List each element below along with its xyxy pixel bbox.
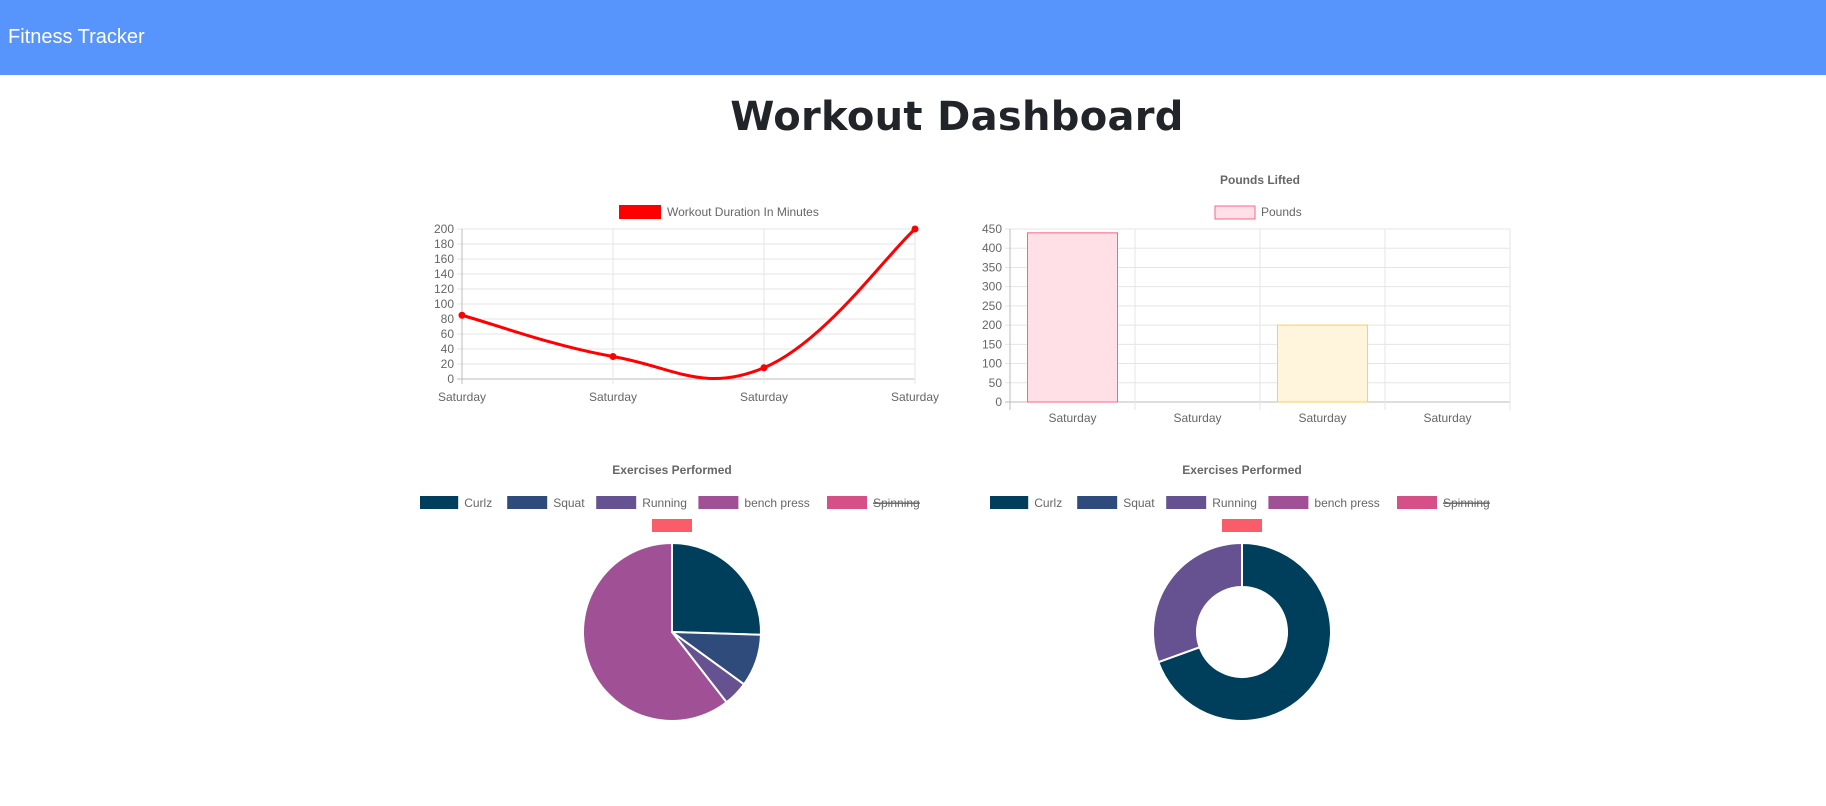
slice[interactable] — [1152, 541, 1243, 664]
data-point[interactable] — [609, 353, 617, 360]
legend-swatch[interactable] — [1077, 496, 1118, 509]
y-tick-label: 100 — [982, 357, 1002, 371]
y-tick-label: 200 — [982, 318, 1002, 332]
y-tick-label: 100 — [434, 297, 454, 311]
x-tick-label: Saturday — [1298, 411, 1346, 425]
legend-swatch[interactable] — [1166, 496, 1207, 509]
y-tick-label: 400 — [982, 241, 1002, 255]
exercises-doughnut-chart[interactable]: Exercises Performed Curlz Squat Running benc… — [990, 458, 1490, 728]
slice[interactable] — [1156, 541, 1332, 722]
navbar: Fitness Tracker — [0, 0, 1826, 75]
legend-label[interactable]: Workout Duration In Minutes — [667, 205, 819, 219]
legend-label[interactable]: bench press — [1314, 496, 1379, 510]
y-tick-label: 0 — [995, 395, 1002, 409]
legend-label[interactable]: Curlz — [464, 496, 492, 510]
bar[interactable] — [1027, 232, 1118, 403]
y-tick-label: 140 — [434, 267, 454, 281]
x-tick-label: Saturday — [740, 390, 788, 404]
chart-title: Pounds Lifted — [1220, 173, 1300, 187]
page-title: Workout Dashboard — [730, 94, 1184, 140]
y-tick-label: 0 — [447, 372, 454, 386]
chart-title: Exercises Performed — [612, 463, 731, 477]
y-tick-label: 60 — [441, 327, 455, 341]
y-tick-label: 40 — [441, 342, 455, 356]
y-tick-label: 350 — [982, 260, 1002, 274]
y-tick-label: 300 — [982, 280, 1002, 294]
exercises-pie-chart[interactable]: Exercises Performed Curlz Squat Running benc… — [420, 458, 920, 728]
legend-swatch[interactable] — [652, 519, 692, 532]
x-tick-label: Saturday — [589, 390, 637, 404]
y-tick-label: 120 — [434, 282, 454, 296]
legend-swatch[interactable] — [420, 496, 459, 509]
x-tick-label: Saturday — [1423, 411, 1471, 425]
slice[interactable] — [671, 541, 762, 636]
legend-swatch[interactable] — [990, 496, 1029, 509]
y-tick-label: 200 — [434, 222, 454, 236]
slice[interactable] — [582, 541, 728, 722]
y-tick-label: 80 — [441, 312, 455, 326]
x-tick-label: Saturday — [1048, 411, 1096, 425]
legend-label[interactable]: Squat — [553, 496, 585, 510]
y-tick-label: 150 — [982, 337, 1002, 351]
legend-swatch[interactable] — [1222, 519, 1262, 532]
y-tick-label: 50 — [989, 376, 1003, 390]
legend-label[interactable]: Curlz — [1034, 496, 1062, 510]
legend-label[interactable]: Squat — [1123, 496, 1155, 510]
series-line[interactable] — [461, 227, 917, 381]
bar[interactable] — [1277, 324, 1368, 403]
legend-swatch[interactable] — [507, 496, 548, 509]
legend-swatch[interactable] — [596, 496, 637, 509]
legend-label[interactable]: bench press — [744, 496, 809, 510]
legend-swatch[interactable] — [698, 496, 739, 509]
x-tick-label: Saturday — [438, 390, 486, 404]
legend-swatch[interactable] — [1214, 205, 1256, 220]
y-tick-label: 20 — [441, 357, 455, 371]
data-point[interactable] — [760, 364, 768, 372]
navbar-brand[interactable]: Fitness Tracker — [8, 26, 145, 48]
chart-title: Exercises Performed — [1182, 463, 1301, 477]
legend-swatch[interactable] — [827, 496, 867, 509]
data-point[interactable] — [458, 311, 466, 319]
legend-swatch[interactable] — [619, 205, 661, 219]
legend-label[interactable]: Running — [642, 496, 687, 510]
x-tick-label: Saturday — [1173, 411, 1221, 425]
workout-duration-line-chart[interactable]: Workout Duration In Minutes0204060801001… — [430, 168, 950, 408]
legend-label[interactable]: Running — [1212, 496, 1257, 510]
x-tick-label: Saturday — [891, 390, 939, 404]
y-tick-label: 250 — [982, 299, 1002, 313]
y-tick-label: 180 — [434, 237, 454, 251]
y-tick-label: 160 — [434, 252, 454, 266]
legend-swatch[interactable] — [1268, 496, 1309, 509]
legend-label[interactable]: Pounds — [1261, 205, 1302, 219]
data-point[interactable] — [911, 225, 919, 233]
pounds-lifted-bar-chart[interactable]: Pounds Lifted Pounds 0 50 100 150 200 250 300 350… — [970, 168, 1520, 430]
legend-swatch[interactable] — [1397, 496, 1437, 509]
y-tick-label: 450 — [982, 222, 1002, 236]
